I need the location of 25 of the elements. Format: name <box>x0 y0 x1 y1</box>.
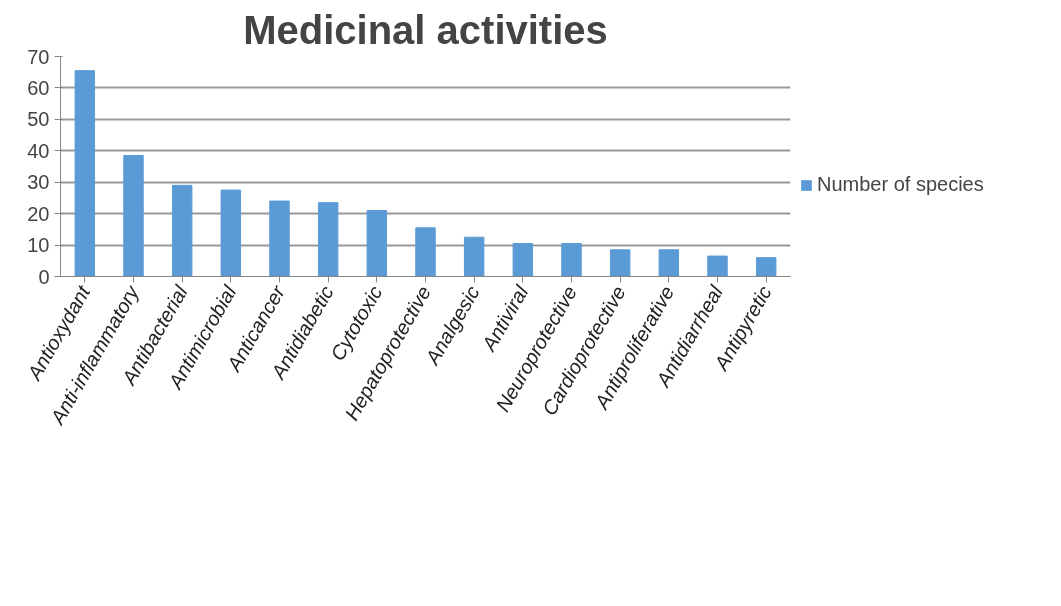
bar <box>74 70 96 277</box>
y-tick-label: 10 <box>27 234 50 257</box>
bar <box>123 155 144 277</box>
bar <box>171 184 193 277</box>
bar <box>658 249 680 277</box>
y-tick-label: 40 <box>27 139 50 162</box>
y-tick-label: 60 <box>27 76 50 99</box>
bar <box>269 200 290 277</box>
legend-label: Number of species <box>817 173 984 196</box>
y-tick-label: 20 <box>27 202 50 225</box>
bar <box>220 189 242 277</box>
chart-title: Medicinal activities <box>243 7 608 52</box>
bar <box>317 202 339 277</box>
y-tick-label: 50 <box>27 108 50 131</box>
y-tick-label: 30 <box>27 171 50 194</box>
bar <box>512 243 534 277</box>
bar <box>561 243 582 277</box>
bar <box>609 249 631 277</box>
bar <box>415 227 436 277</box>
y-tick-label: 0 <box>38 265 50 288</box>
bar <box>366 210 388 277</box>
bar <box>755 257 777 277</box>
bar <box>463 236 485 277</box>
y-tick-label: 70 <box>27 45 50 68</box>
bar <box>707 255 728 277</box>
